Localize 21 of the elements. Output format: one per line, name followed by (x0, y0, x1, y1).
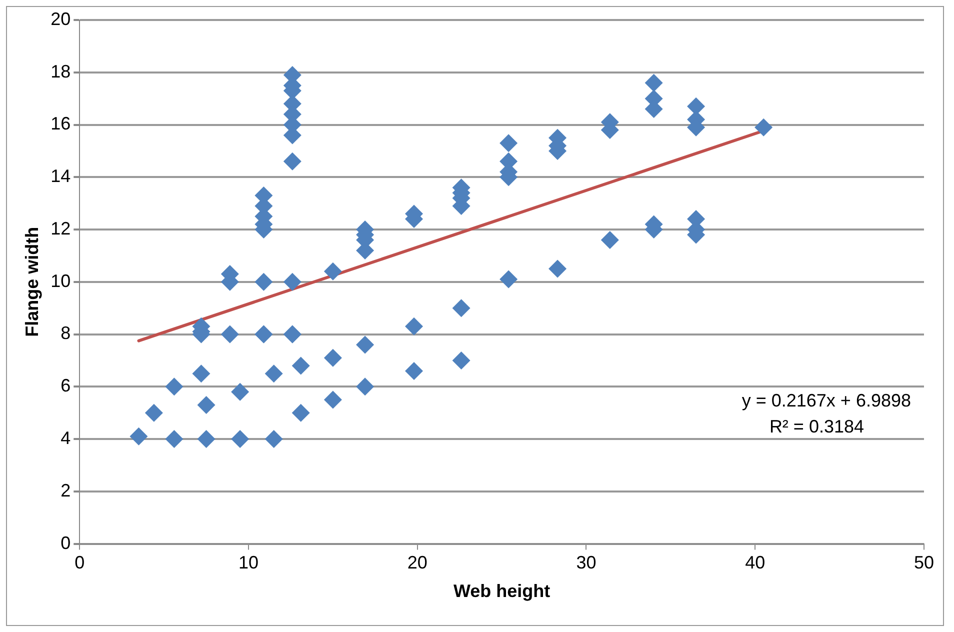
x-tick-label: 40 (745, 552, 766, 573)
x-tick-label: 20 (407, 552, 428, 573)
y-tick-label: 2 (60, 480, 71, 500)
y-tick-label: 6 (60, 376, 71, 396)
x-tick-label: 50 (914, 552, 934, 573)
y-tick-label: 10 (50, 270, 71, 291)
y-tick-label: 18 (50, 61, 71, 82)
y-tick-label: 16 (50, 114, 71, 134)
y-axis-title: Flange width (22, 226, 42, 337)
y-tick-label: 0 (60, 532, 71, 553)
annotation: y = 0.2167x + 6.9898 (742, 390, 911, 411)
x-tick-label: 30 (576, 552, 596, 573)
y-tick-label: 8 (60, 323, 71, 344)
x-tick-label: 0 (74, 552, 85, 573)
y-tick-label: 12 (50, 218, 71, 238)
x-tick-label: 10 (238, 552, 259, 573)
y-tick-label: 20 (50, 8, 71, 29)
y-tick-label: 14 (50, 166, 71, 186)
y-tick-label: 4 (60, 428, 71, 448)
annotation: R² = 0.3184 (769, 416, 864, 437)
x-axis-title: Web height (453, 581, 550, 602)
